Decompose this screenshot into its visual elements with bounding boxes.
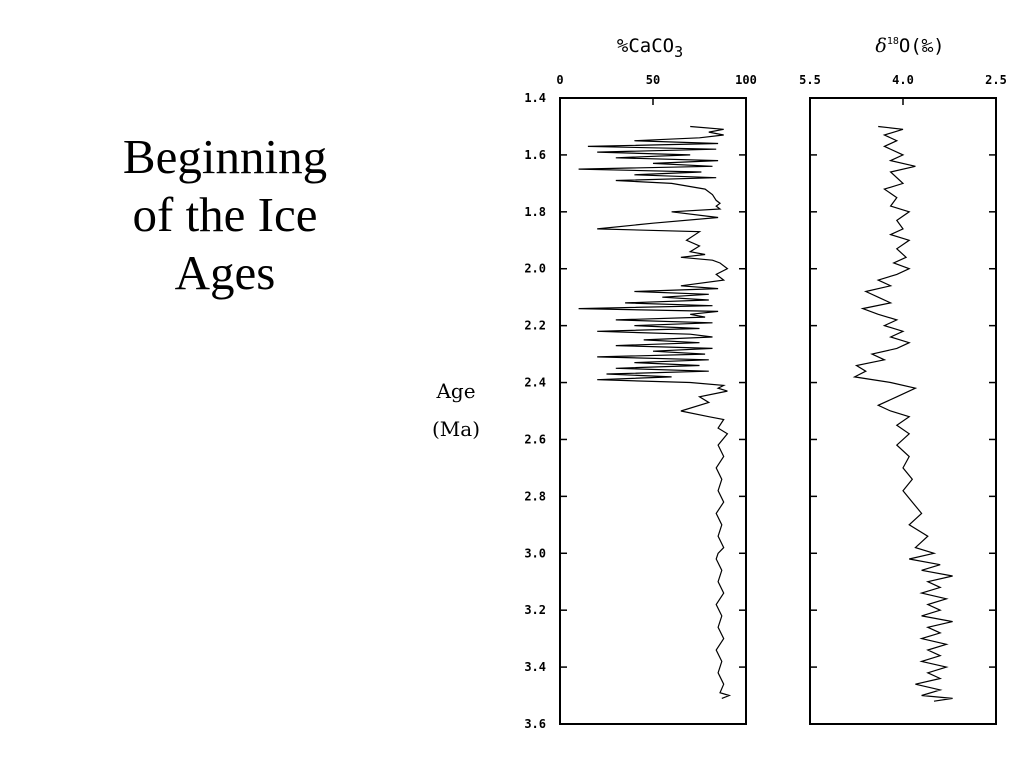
y-tick-label: 1.6 — [524, 148, 546, 162]
y-tick-label: 3.6 — [524, 717, 546, 731]
y-axis-label-line: Age — [435, 379, 475, 403]
caco3-panel: %CaCO3 0 50 100 1.4 1.6 1.8 2.0 2.2 2.4 2.6 2.8 3.0… — [524, 35, 757, 731]
slide-title: Beginning of the Ice Ages — [70, 128, 380, 301]
y-tick-label: 3.4 — [524, 660, 546, 674]
x-tick-label: 100 — [735, 73, 757, 87]
x-tick-label: 2.5 — [985, 73, 1007, 87]
y-tick-label: 3.0 — [524, 546, 546, 560]
y-tick-label: 2.4 — [524, 376, 546, 390]
slide-title-line: Ages — [174, 244, 276, 300]
y-tick-label: 2.6 — [524, 432, 546, 446]
y-tick-label: 2.8 — [524, 489, 546, 503]
slide-title-line: Beginning — [122, 129, 328, 184]
x-tick-label: 50 — [646, 73, 660, 87]
d18o-panel: δ18O(‰) 5.5 4.0 2.5 — [799, 35, 1007, 725]
y-tick-label: 3.2 — [524, 603, 546, 617]
y-tick-label: 1.4 — [524, 91, 546, 105]
y-axis-label-line: (Ma) — [432, 417, 480, 441]
d18o-panel-title: δ18O(‰) — [875, 35, 944, 57]
caco3-plot-frame — [559, 97, 747, 725]
x-tick-label: 0 — [556, 73, 563, 87]
y-tick-label: 2.2 — [524, 319, 546, 333]
caco3-series-line — [578, 125, 732, 699]
x-tick-label: 5.5 — [799, 73, 821, 87]
y-tick-label: 1.8 — [524, 205, 546, 219]
caco3-panel-title: %CaCO3 — [617, 35, 683, 61]
d18o-ticks: 5.5 4.0 2.5 — [799, 73, 1007, 725]
x-tick-label: 4.0 — [892, 73, 914, 87]
slide-title-line: of the Ice — [132, 186, 318, 242]
d18o-plot-frame — [809, 97, 997, 725]
caco3-ticks: 0 50 100 1.4 1.6 1.8 2.0 2.2 2.4 2.6 2.8 3.0 3.2 3.4 3… — [524, 73, 757, 731]
d18o-series-line — [852, 125, 953, 702]
y-tick-label: 2.0 — [524, 262, 546, 276]
